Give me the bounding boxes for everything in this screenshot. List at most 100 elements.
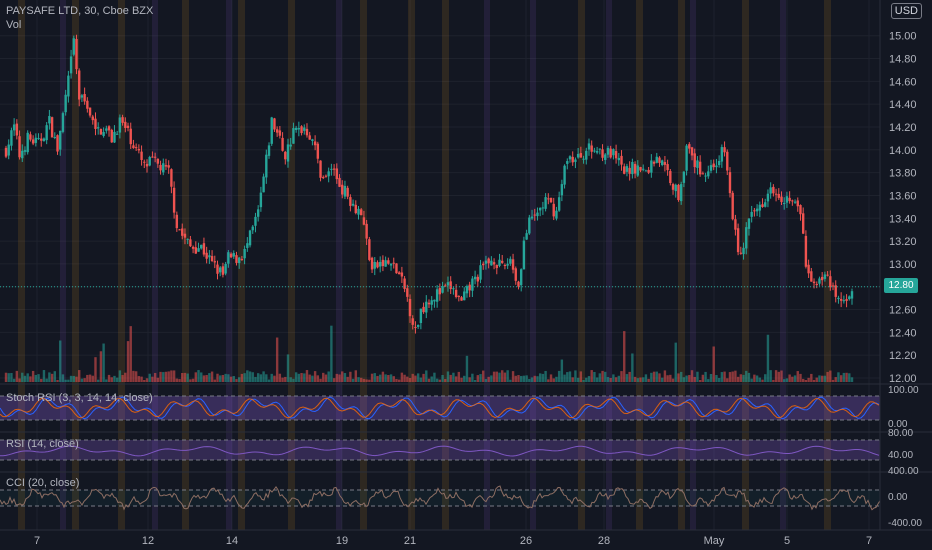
volume-legend[interactable]: Vol <box>6 19 22 31</box>
candle-body <box>457 295 461 297</box>
candle-body <box>425 301 428 313</box>
candle-body <box>80 95 84 98</box>
candle-body <box>48 116 51 124</box>
candle-body <box>289 144 292 147</box>
candle-body <box>316 143 320 159</box>
volume-bar <box>801 378 805 382</box>
volume-bar <box>625 374 629 382</box>
volume-bar <box>262 371 265 382</box>
candle-body <box>590 145 593 152</box>
volume-bar <box>796 371 799 382</box>
volume-bar <box>360 377 363 382</box>
volume-bar <box>698 379 702 382</box>
cci-legend[interactable]: CCI (20, close) <box>6 477 80 489</box>
price-candles <box>4 34 854 334</box>
candle-body <box>121 117 124 123</box>
candle-body <box>552 203 555 217</box>
candle-body <box>189 239 192 247</box>
candle-body <box>528 217 531 234</box>
volume-bar <box>297 373 301 382</box>
candle-body <box>360 209 363 216</box>
volume-bar <box>37 374 40 382</box>
volume-bar <box>750 378 753 382</box>
candle-body <box>631 161 634 175</box>
candle-body <box>376 262 379 268</box>
candle-body <box>820 276 824 281</box>
volume-bar <box>194 372 198 382</box>
symbol-legend[interactable]: PAYSAFE LTD, 30, Cboe BZX <box>6 5 154 17</box>
candle-body <box>362 217 366 225</box>
indicator-tick-label: 40.00 <box>888 450 913 461</box>
volume-bar <box>67 379 70 382</box>
session-marker-orange <box>578 0 585 530</box>
volume-bar <box>88 374 92 382</box>
volume-bar <box>26 373 29 382</box>
candle-body <box>793 201 797 203</box>
volume-bar <box>126 341 130 382</box>
price-tick-label: 14.60 <box>889 76 917 88</box>
currency-button[interactable]: USD <box>890 3 922 19</box>
volume-bar <box>468 377 471 382</box>
candle-body <box>788 197 791 202</box>
time-axis[interactable]: 7 12 14 19 21 26 28 May 5 7 <box>34 535 872 547</box>
candle-body <box>647 169 650 173</box>
stoch-rsi-legend[interactable]: Stoch RSI (3, 3, 14, 14, close) <box>6 392 153 404</box>
indicator-tick-label: 400.00 <box>888 466 919 477</box>
candle-body <box>568 156 572 160</box>
volume-bar <box>452 372 455 382</box>
candle-body <box>224 263 227 274</box>
candle-body <box>392 262 395 264</box>
volume-bar <box>200 372 203 382</box>
volume-bar <box>246 370 249 382</box>
candle-body <box>652 161 656 164</box>
candle-body <box>102 131 105 136</box>
volume-bar <box>121 375 124 382</box>
candle-body <box>275 129 279 133</box>
volume-bar <box>709 374 713 382</box>
candle-body <box>783 203 786 205</box>
candle-body <box>688 144 691 149</box>
volume-bar <box>311 375 314 382</box>
rsi-line <box>0 445 880 457</box>
candle-body <box>579 153 583 158</box>
candle-body <box>669 171 672 184</box>
candle-body <box>332 168 336 170</box>
candle-body <box>484 260 488 264</box>
candle-body <box>235 255 238 263</box>
candle-body <box>555 210 558 219</box>
volume-bar <box>726 378 729 382</box>
volume-bar <box>837 372 840 382</box>
grid-lines <box>0 0 880 530</box>
candle-body <box>243 249 246 259</box>
candle-body <box>175 214 179 229</box>
price-axis[interactable]: 15.00 14.80 14.60 14.40 14.20 14.00 13.80 13.60… <box>889 31 917 385</box>
candle-body <box>842 300 846 302</box>
candle-body <box>387 260 390 264</box>
volume-bar <box>392 376 395 382</box>
candle-body <box>533 214 536 216</box>
volume-bar <box>419 377 423 382</box>
candle-body <box>509 258 512 264</box>
candle-body <box>365 223 368 239</box>
candle-body <box>430 300 433 305</box>
volume-bar <box>99 351 103 382</box>
volume-bar <box>83 378 86 382</box>
volume-bar <box>715 375 718 382</box>
volume-bar <box>181 372 184 382</box>
volume-bar <box>612 374 615 382</box>
rsi-legend[interactable]: RSI (14, close) <box>6 438 79 450</box>
volume-bar <box>191 378 195 382</box>
candle-body <box>67 75 70 97</box>
volume-bar <box>783 379 786 382</box>
session-marker-purple <box>336 0 342 530</box>
candle-body <box>606 147 610 155</box>
session-marker-orange <box>360 0 367 530</box>
volume-bar <box>23 375 27 382</box>
volume-bar <box>460 377 463 382</box>
volume-bar <box>425 370 428 382</box>
indicator-tick-label: 0.00 <box>888 492 908 503</box>
volume-bar <box>59 340 62 382</box>
volume-bar <box>593 372 596 382</box>
